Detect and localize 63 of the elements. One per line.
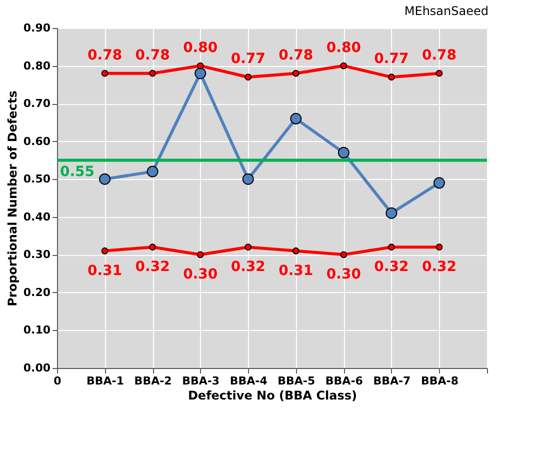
data-label: 0.78 [278, 47, 314, 64]
y-tick-label: 0.80 [23, 59, 51, 72]
point [194, 68, 206, 80]
y-tick-label: 0.50 [23, 172, 51, 186]
point [99, 173, 111, 185]
y-tick-label: 0.60 [23, 134, 51, 148]
y-tick-label: 0.10 [23, 324, 51, 337]
data-label: 0.30 [326, 266, 362, 283]
point [101, 70, 108, 77]
point [244, 244, 252, 251]
point [290, 112, 302, 124]
point [340, 62, 348, 70]
x-tick-label: BBA-6 [325, 374, 364, 388]
data-label: 0.30 [183, 266, 218, 283]
point [149, 70, 156, 77]
x-tick-label: BBA-2 [134, 374, 172, 388]
point [340, 251, 348, 258]
point [146, 166, 158, 178]
y-tick-label: 0.40 [23, 210, 51, 224]
data-label: 0.78 [135, 47, 170, 64]
x-tick-label: BBA-1 [86, 374, 124, 388]
data-label: 0.31 [278, 262, 314, 279]
point [338, 146, 350, 158]
y-tick-label: 0.90 [23, 22, 51, 34]
point [196, 62, 204, 70]
data-label: 0.32 [374, 259, 409, 276]
chart-title: MEhsanSaeed [404, 4, 488, 18]
y-tick-label: 0.70 [23, 97, 51, 110]
y-tick-label: 0.30 [23, 248, 51, 262]
x-tick-label: BBA-3 [182, 374, 220, 388]
y-tick-label: 0.20 [23, 286, 51, 299]
point [433, 177, 445, 189]
point [244, 74, 252, 81]
point [388, 244, 395, 251]
data-label: 0.32 [230, 259, 266, 276]
x-tick-label: BBA-4 [230, 374, 268, 388]
data-label: 0.78 [88, 47, 122, 64]
data-label: 0.77 [374, 51, 409, 68]
point [292, 247, 300, 254]
x-tick-label: BBA-8 [420, 374, 458, 388]
point [149, 244, 156, 251]
data-label: 0.77 [230, 51, 266, 68]
point [101, 247, 108, 254]
point [388, 74, 395, 81]
point [292, 70, 300, 77]
x-tick-label: BBA-7 [373, 374, 411, 388]
y-axis-title: Proportional Number of Defects [5, 90, 20, 306]
x-tick-label: BBA-5 [278, 374, 316, 388]
x-axis-title: Defective No (BBA Class) [188, 388, 358, 402]
point [436, 70, 443, 77]
data-label: 0.32 [135, 259, 170, 276]
data-label: 0.78 [422, 47, 456, 64]
point [196, 251, 204, 258]
point [242, 173, 254, 185]
data-label: 0.31 [88, 262, 122, 279]
ref-line-label: 0.55 [60, 164, 95, 180]
data-label: 0.80 [326, 40, 362, 56]
x-tick-label: 0 [54, 374, 62, 388]
data-label: 0.32 [422, 259, 456, 276]
y-tick-label: 0.00 [23, 362, 51, 374]
point [436, 244, 443, 251]
point [386, 207, 398, 219]
data-label: 0.80 [183, 40, 218, 56]
